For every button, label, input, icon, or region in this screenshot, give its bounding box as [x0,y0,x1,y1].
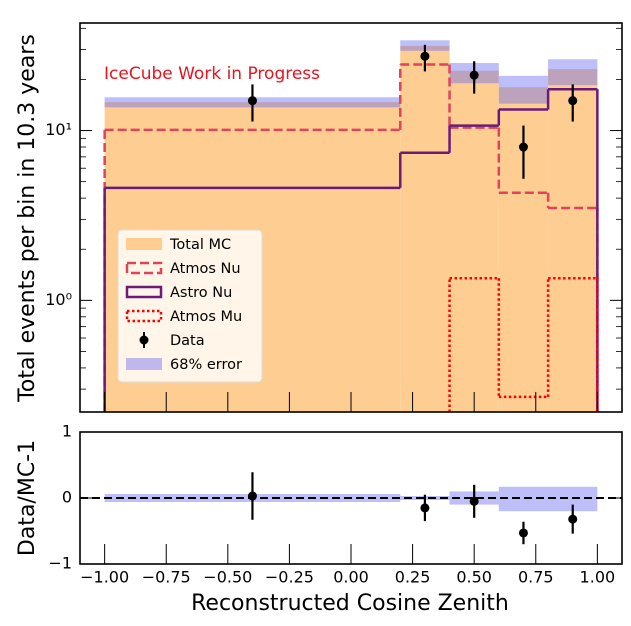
legend-label: Astro Nu [170,285,232,301]
y-tick-label: 10⁰ [45,290,72,309]
y-tick-label: −1 [48,554,72,573]
x-tick-label: 0.25 [395,568,431,587]
mc-bar [449,70,499,412]
data-point [568,96,578,106]
legend-swatch [126,358,162,370]
x-tick-label: 0.50 [456,568,492,587]
legend-label: Data [170,333,205,349]
data-point [568,514,578,524]
y-tick-label: 1 [62,422,72,441]
legend-label: 68% error [170,357,242,373]
legend-swatch [125,285,163,299]
y-tick-label: 0 [62,488,72,507]
error-band [498,75,549,104]
data-point [518,142,528,152]
y-axis-label: Total events per bin in 10.3 years [15,34,40,403]
data-point [420,51,430,61]
legend-box [117,229,263,383]
marks [104,472,598,545]
legend-swatch [125,261,163,275]
data-point [247,491,257,501]
x-tick-label: −1.00 [80,568,129,587]
mc-bar [400,45,450,412]
x-axis-label: Reconstructed Cosine Zenith [191,591,509,616]
plot-area [104,472,598,545]
data-point [469,496,479,506]
legend-label: Total MC [169,237,231,253]
x-tick-label: 1.00 [580,568,616,587]
data-point [518,528,528,538]
x-tick-label: 0.00 [333,568,369,587]
x-tick-label: 0.75 [518,568,554,587]
data-point [247,96,257,106]
legend-label: Atmos Mu [170,309,242,325]
legend-label: Atmos Nu [170,261,241,277]
annotation: IceCube Work in Progress [104,64,320,84]
legend-swatch [139,335,149,345]
mc-bar [548,69,598,412]
x-tick-label: −0.50 [203,568,252,587]
legend: Total MC Atmos Nu Astro Nu Atmos Mu Data 68% … [117,229,263,383]
plot-area [103,40,599,412]
data-point [469,70,479,80]
legend-swatch [125,309,163,323]
y-tick-label: 10¹ [45,120,72,139]
marks [103,40,599,412]
data-point [420,503,430,513]
error-band [548,59,598,86]
x-tick-label: −0.75 [142,568,191,587]
legend-swatch [126,238,162,250]
x-tick-label: −0.25 [265,568,314,587]
y-axis-label: Data/MC-1 [15,440,40,556]
